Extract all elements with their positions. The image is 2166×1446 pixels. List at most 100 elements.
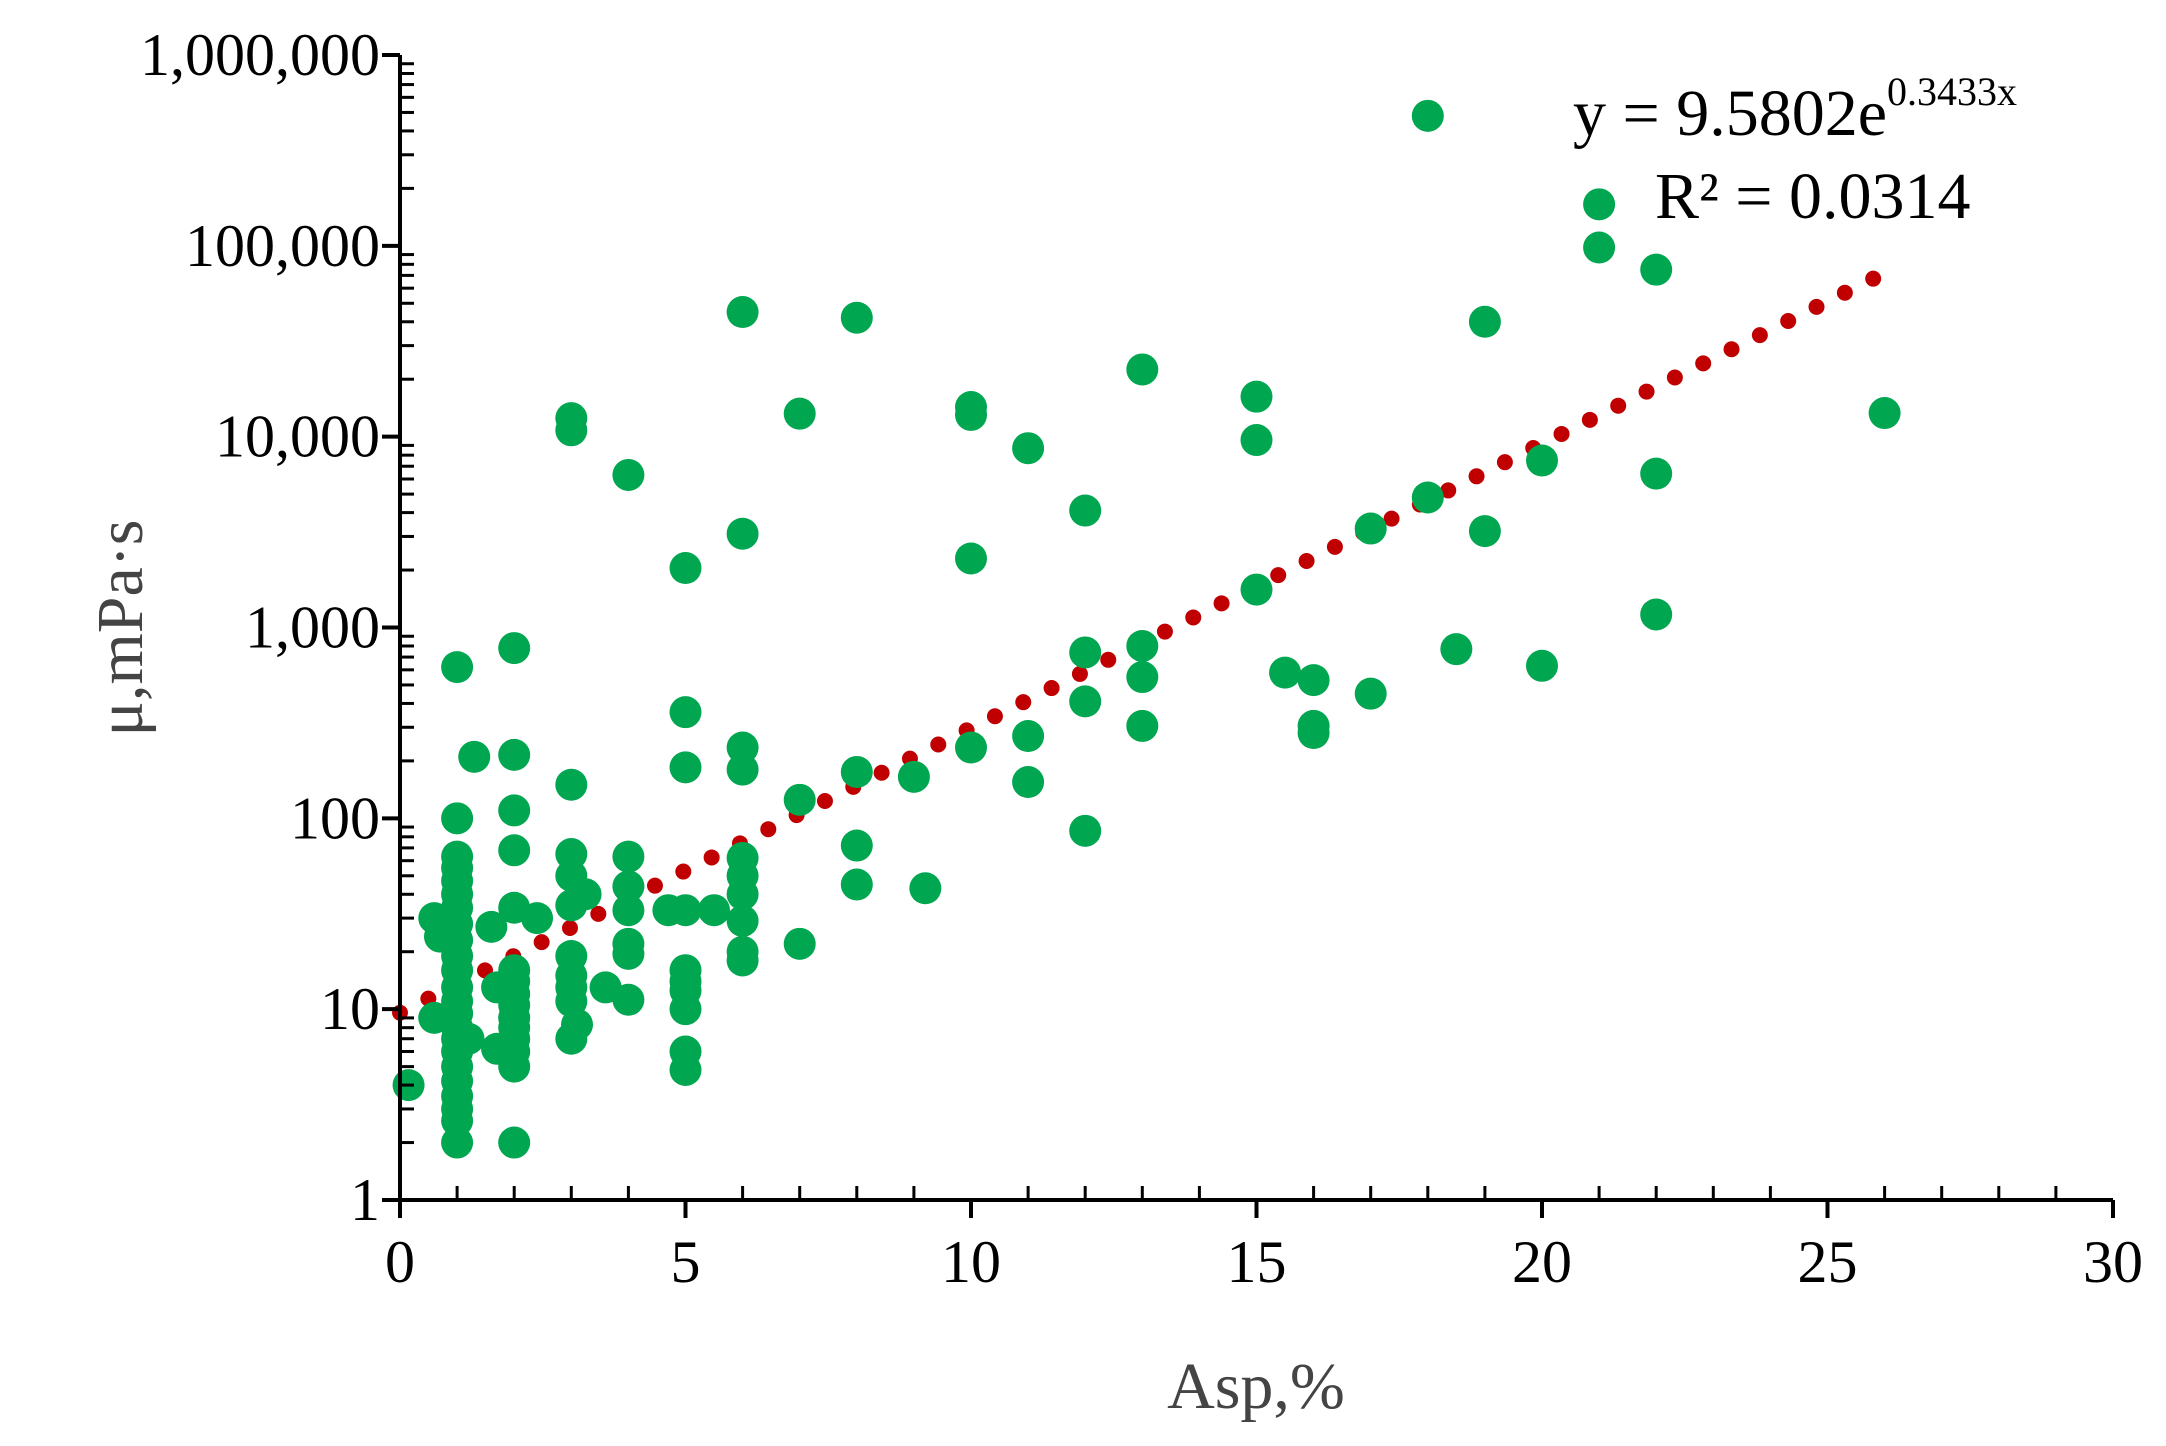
data-point bbox=[726, 878, 759, 911]
tick-labels: 1 10 100 1,000 10,000 100,000 1,000,000 0 5 10 15 2… bbox=[140, 22, 2143, 1295]
data-point bbox=[1012, 766, 1045, 799]
data-point bbox=[669, 696, 702, 729]
data-point bbox=[1126, 629, 1159, 662]
trendline-dot bbox=[1185, 609, 1202, 626]
data-point bbox=[1240, 424, 1273, 457]
data-point bbox=[726, 731, 759, 764]
data-point bbox=[1868, 397, 1901, 430]
trendline-dot bbox=[986, 708, 1003, 725]
x-tick-label: 15 bbox=[1227, 1229, 1287, 1295]
trendline-dot bbox=[1440, 482, 1457, 499]
x-axis-title: Asp,% bbox=[1167, 1350, 1345, 1423]
equation-base: y = 9.5802e bbox=[1573, 77, 1887, 150]
data-point bbox=[840, 829, 873, 862]
data-point bbox=[1012, 720, 1045, 753]
trendline-dot bbox=[675, 863, 692, 880]
data-point bbox=[612, 458, 645, 491]
trendline-dot bbox=[1865, 270, 1882, 287]
data-point bbox=[452, 1022, 485, 1055]
trendline-dot bbox=[1666, 369, 1683, 386]
data-point bbox=[1269, 656, 1302, 689]
y-tick-label: 1,000,000 bbox=[140, 22, 380, 88]
data-point bbox=[612, 983, 645, 1016]
data-point bbox=[1440, 633, 1473, 666]
trendline-dot bbox=[1043, 680, 1060, 697]
trendline-dot bbox=[1383, 510, 1400, 527]
data-point bbox=[612, 937, 645, 970]
y-tick-label: 10,000 bbox=[215, 404, 380, 470]
x-tick-label: 0 bbox=[385, 1229, 415, 1295]
data-point bbox=[498, 834, 531, 867]
data-point bbox=[1354, 677, 1387, 710]
data-point bbox=[498, 1126, 531, 1159]
trendline-dot bbox=[1610, 397, 1627, 414]
data-point bbox=[1640, 598, 1673, 631]
x-tick-label: 20 bbox=[1512, 1229, 1572, 1295]
data-point bbox=[475, 910, 508, 943]
trendline-dot bbox=[561, 920, 578, 937]
data-point bbox=[612, 870, 645, 903]
trendline-dot bbox=[1695, 355, 1712, 372]
data-point bbox=[783, 783, 816, 816]
data-point bbox=[726, 904, 759, 937]
data-point bbox=[1526, 649, 1558, 682]
trendline-dot bbox=[1213, 595, 1230, 612]
trendline-dot bbox=[1015, 694, 1032, 711]
y-tick-label: 1 bbox=[350, 1167, 380, 1233]
data-point bbox=[441, 802, 474, 835]
data-point bbox=[897, 760, 930, 793]
data-point bbox=[726, 517, 759, 550]
trendline-dot bbox=[1468, 468, 1485, 485]
trendline-dot bbox=[1553, 425, 1570, 442]
data-point bbox=[1468, 305, 1501, 338]
data-point bbox=[441, 1126, 474, 1159]
trendline-equation: y = 9.5802e0.3433x bbox=[1573, 69, 2017, 150]
data-point bbox=[1126, 661, 1159, 694]
data-point bbox=[498, 738, 531, 771]
data-point bbox=[1069, 494, 1102, 527]
trendline-dot bbox=[703, 849, 720, 866]
trendline-dot bbox=[1326, 538, 1343, 555]
data-point bbox=[561, 1008, 594, 1041]
trendline-dot bbox=[590, 905, 607, 922]
y-tick-label: 100 bbox=[290, 785, 380, 851]
data-point bbox=[669, 751, 702, 784]
data-point bbox=[521, 902, 554, 935]
data-point bbox=[955, 731, 987, 764]
trendline-dot bbox=[1808, 298, 1825, 315]
data-point bbox=[555, 768, 588, 801]
data-point bbox=[1583, 231, 1616, 264]
data-point bbox=[840, 868, 873, 901]
data-point bbox=[441, 651, 474, 684]
x-tick-label: 5 bbox=[671, 1229, 701, 1295]
data-point bbox=[1640, 457, 1673, 490]
data-point bbox=[612, 894, 645, 927]
data-point bbox=[498, 794, 531, 827]
data-point bbox=[783, 927, 816, 960]
data-point bbox=[669, 894, 702, 927]
x-tick-label: 30 bbox=[2083, 1229, 2143, 1295]
data-point bbox=[612, 840, 645, 873]
axis-ticks bbox=[382, 53, 2115, 1218]
data-point bbox=[458, 740, 491, 773]
trendline-dot bbox=[816, 792, 833, 809]
data-point bbox=[955, 542, 987, 575]
x-tick-label: 25 bbox=[1798, 1229, 1858, 1295]
data-point bbox=[726, 944, 759, 977]
x-tick-label: 10 bbox=[941, 1229, 1001, 1295]
data-point bbox=[1411, 481, 1444, 514]
trendline-dot bbox=[1100, 651, 1117, 668]
y-axis-title: μ,mPa·s bbox=[84, 520, 157, 737]
data-point bbox=[1297, 717, 1330, 750]
data-point bbox=[1411, 99, 1444, 132]
data-point bbox=[955, 398, 987, 431]
data-point bbox=[1069, 685, 1102, 718]
trendline-dot bbox=[1836, 284, 1853, 301]
trendline-dot bbox=[1270, 567, 1287, 584]
data-point bbox=[1126, 353, 1159, 386]
data-point bbox=[1640, 253, 1673, 286]
trendline-dot bbox=[1780, 313, 1797, 330]
data-point bbox=[698, 894, 731, 927]
trendline-dot bbox=[1751, 327, 1768, 344]
